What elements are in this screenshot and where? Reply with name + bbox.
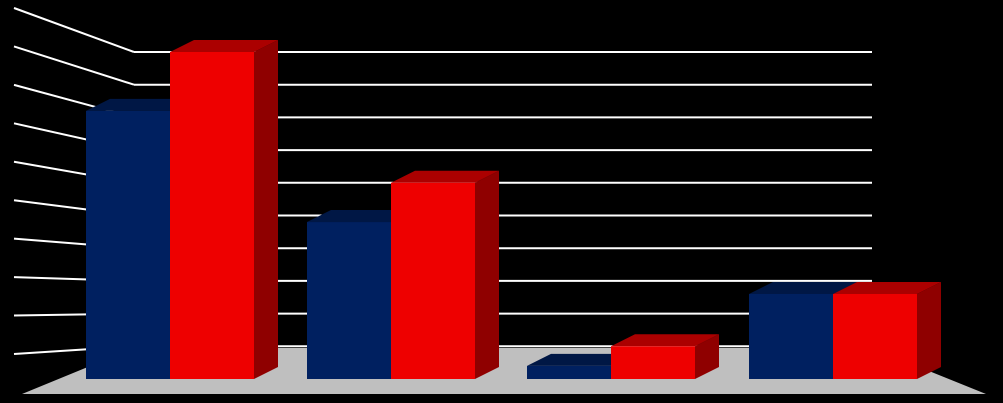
bar-front <box>833 293 917 379</box>
gridline-side <box>13 45 135 86</box>
gridline-side <box>13 7 135 53</box>
bar-front <box>307 222 391 379</box>
bar-top <box>307 210 415 223</box>
bar-side <box>917 281 941 379</box>
bar-front <box>749 293 833 379</box>
bar-side <box>475 170 499 379</box>
bar-front <box>527 365 611 379</box>
bar-top <box>833 281 941 294</box>
bar-top <box>391 170 499 183</box>
bar <box>391 170 499 379</box>
bar-front <box>170 52 254 379</box>
bar <box>170 40 278 379</box>
chart-bars <box>86 40 941 380</box>
bar-top <box>86 98 194 111</box>
bar-top <box>527 353 635 366</box>
bar-side <box>254 40 278 379</box>
bar <box>833 281 941 379</box>
bar-top <box>170 40 278 52</box>
bar-top <box>749 281 857 294</box>
bar-side <box>695 334 719 379</box>
bar-front <box>611 346 695 379</box>
bar-front <box>86 110 170 380</box>
bar-top <box>611 334 719 347</box>
bar <box>611 334 719 379</box>
bar-front <box>391 182 475 379</box>
